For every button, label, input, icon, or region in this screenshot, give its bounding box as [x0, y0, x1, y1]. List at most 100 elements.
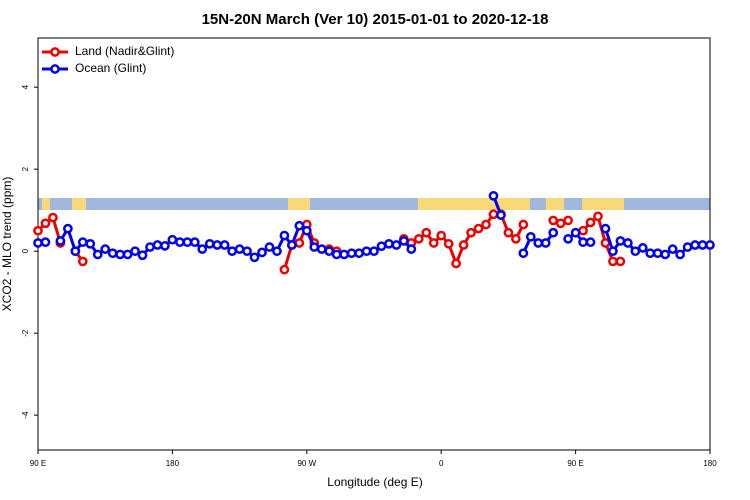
data-point	[637, 243, 648, 253]
data-point	[189, 237, 200, 248]
data-point	[705, 240, 715, 250]
data-point	[85, 238, 96, 249]
data-point	[525, 231, 536, 242]
data-point	[421, 227, 432, 238]
y-tick-label: 4	[21, 84, 30, 89]
data-point	[212, 240, 223, 250]
data-point	[234, 244, 245, 254]
data-point	[436, 230, 447, 241]
y-tick-label: -4	[21, 411, 30, 419]
data-point	[600, 223, 611, 234]
data-point	[697, 240, 708, 250]
y-tick-label: 0	[21, 248, 30, 253]
land-mask-band	[38, 198, 710, 210]
data-point	[107, 248, 118, 259]
y-tick-label: 2	[21, 166, 30, 171]
data-point	[548, 215, 559, 226]
legend-marker	[50, 64, 60, 74]
data-point	[160, 240, 170, 251]
data-point	[204, 238, 215, 249]
data-point	[48, 212, 58, 223]
data-point	[137, 250, 148, 261]
data-point	[645, 248, 656, 259]
data-point	[481, 219, 491, 230]
data-point	[264, 242, 275, 252]
x-axis-label: Longitude (deg E)	[327, 475, 422, 489]
data-point	[608, 246, 618, 257]
data-point	[496, 210, 506, 220]
data-point	[615, 256, 626, 267]
data-point	[540, 238, 551, 248]
data-point	[122, 249, 133, 260]
data-point	[40, 218, 51, 229]
data-point	[279, 230, 290, 241]
data-point	[406, 244, 417, 254]
data-point	[100, 244, 111, 254]
data-point	[675, 249, 685, 260]
data-point	[473, 223, 484, 234]
data-point	[667, 244, 678, 254]
data-point	[77, 256, 88, 267]
x-tick-label: 90 E	[30, 459, 46, 468]
data-point	[197, 244, 208, 254]
data-point	[287, 240, 297, 250]
legend-label: Land (Nadir&Glint)	[75, 44, 174, 58]
data-point	[570, 227, 581, 238]
data-point	[354, 248, 364, 259]
data-point	[301, 225, 312, 236]
data-point	[518, 248, 529, 259]
data-point	[443, 238, 454, 249]
data-point	[548, 227, 559, 238]
legend-label: Ocean (Glint)	[75, 61, 146, 75]
data-point	[227, 246, 237, 257]
data-point	[361, 246, 372, 257]
data-point	[682, 242, 693, 252]
data-point	[503, 227, 514, 238]
data-point	[242, 246, 252, 257]
x-tick-label: 180	[703, 459, 717, 468]
data-point	[40, 237, 51, 248]
data-point	[608, 256, 618, 267]
data-point	[167, 234, 178, 245]
x-tick-label: 90 W	[297, 459, 316, 468]
data-point	[488, 190, 499, 201]
x-tick-label: 180	[166, 459, 180, 468]
data-point	[152, 240, 163, 250]
data-point	[585, 237, 596, 248]
data-point	[33, 225, 43, 236]
data-point	[399, 236, 409, 246]
data-point	[77, 237, 88, 248]
x-tick-label: 0	[439, 459, 444, 468]
data-point	[219, 240, 230, 250]
data-point	[630, 246, 641, 257]
data-point	[451, 258, 461, 269]
data-point	[249, 252, 260, 263]
data-point	[488, 209, 499, 220]
data-point	[182, 237, 193, 248]
data-point	[563, 234, 573, 244]
data-point	[413, 234, 424, 244]
data-point	[428, 238, 439, 248]
data-point	[33, 238, 43, 248]
legend-marker	[50, 47, 60, 57]
data-point	[533, 238, 544, 248]
data-point	[578, 225, 588, 236]
data-point	[331, 249, 342, 260]
data-point	[391, 240, 402, 250]
data-point	[593, 211, 603, 222]
data-point	[175, 237, 185, 248]
data-point	[555, 218, 566, 229]
data-point	[294, 220, 305, 231]
data-point	[309, 242, 320, 252]
data-point	[316, 244, 327, 254]
y-axis-label: XCO2 - MLO trend (ppm)	[0, 177, 14, 312]
data-point	[369, 246, 379, 257]
data-point	[578, 237, 588, 248]
data-point	[458, 240, 469, 250]
data-point	[92, 249, 103, 260]
data-point	[690, 240, 700, 250]
data-point	[615, 236, 626, 246]
data-point	[563, 215, 573, 226]
data-point	[339, 249, 349, 260]
